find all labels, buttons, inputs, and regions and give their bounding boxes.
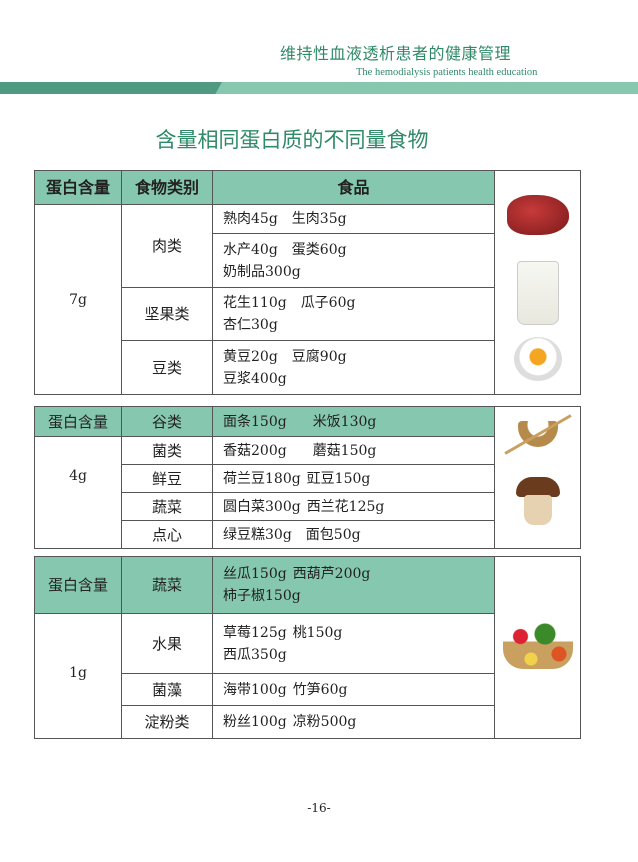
food-cell: 香菇200g 蘑菇150g [212, 436, 495, 465]
header-protein: 蛋白含量 [34, 170, 122, 205]
food-images [494, 170, 581, 395]
category: 菌类 [121, 436, 213, 465]
vegetable-basket-image [502, 619, 573, 669]
protein-4g: 4g [34, 436, 122, 549]
category: 水果 [121, 613, 213, 674]
food-cell: 绿豆糕30g 面包50g [212, 520, 495, 549]
food-cell: 海带100g 竹笋60g [212, 673, 495, 706]
protein-1g: 1g [34, 613, 122, 739]
header-protein: 蛋白含量 [34, 406, 122, 437]
page-title: 含量相同蛋白质的不同量食物 [155, 128, 429, 152]
category: 蔬菜 [121, 492, 213, 521]
header-title-cn: 维持性血液透析患者的健康管理 [280, 44, 512, 63]
category: 鲜豆 [121, 464, 213, 493]
page-number: -16- [307, 801, 331, 815]
category: 坚果类 [121, 287, 213, 341]
food-cell: 草莓125g 桃150g 西瓜350g [212, 613, 495, 674]
category: 谷类 [121, 406, 213, 437]
protein-7g: 7g [34, 204, 122, 395]
food-cell: 熟肉45g 生肉35g [212, 204, 495, 234]
food-cell: 荷兰豆180g 豇豆150g [212, 464, 495, 493]
mushroom-image [515, 477, 560, 497]
food-cell: 面条150g 米饭130g [212, 406, 495, 437]
category: 点心 [121, 520, 213, 549]
header-category: 食物类别 [121, 170, 213, 205]
category: 肉类 [121, 204, 213, 288]
table-7g: 蛋白含量 食物类别 食品 7g 肉类 熟肉45g 生肉35g 水产40g 蛋类60g… [34, 170, 581, 395]
category: 菌藻 [121, 673, 213, 706]
mushroom-stem-image [523, 495, 552, 525]
meat-image [506, 195, 569, 235]
header: 维持性血液透析患者的健康管理 The hemodialysis patients… [280, 44, 580, 79]
header-band-dark [0, 82, 222, 94]
table-1g: 蛋白含量 蔬菜 丝瓜150g 西葫芦200g 柿子椒150g 1g 水果 草莓125… [34, 556, 581, 739]
category: 蔬菜 [121, 556, 213, 614]
food-cell: 黄豆20g 豆腐90g 豆浆400g [212, 340, 495, 395]
food-images [494, 406, 581, 549]
table-4g: 蛋白含量 谷类 面条150g 米饭130g 4g 菌类 香菇200g 蘑菇150g … [34, 406, 581, 549]
food-cell: 花生110g 瓜子60g 杏仁30g [212, 287, 495, 341]
food-cell: 粉丝100g 凉粉500g [212, 705, 495, 739]
category: 淀粉类 [121, 705, 213, 739]
header-food: 食品 [212, 170, 495, 205]
food-cell: 丝瓜150g 西葫芦200g 柿子椒150g [212, 556, 495, 614]
header-protein: 蛋白含量 [34, 556, 122, 614]
egg-image [513, 337, 562, 381]
food-images [494, 556, 581, 739]
milk-image [516, 261, 559, 325]
food-cell: 圆白菜300g 西兰花125g [212, 492, 495, 521]
food-cell: 水产40g 蛋类60g 奶制品300g [212, 233, 495, 288]
header-title-en: The hemodialysis patients health educati… [356, 67, 538, 78]
category: 豆类 [121, 340, 213, 395]
